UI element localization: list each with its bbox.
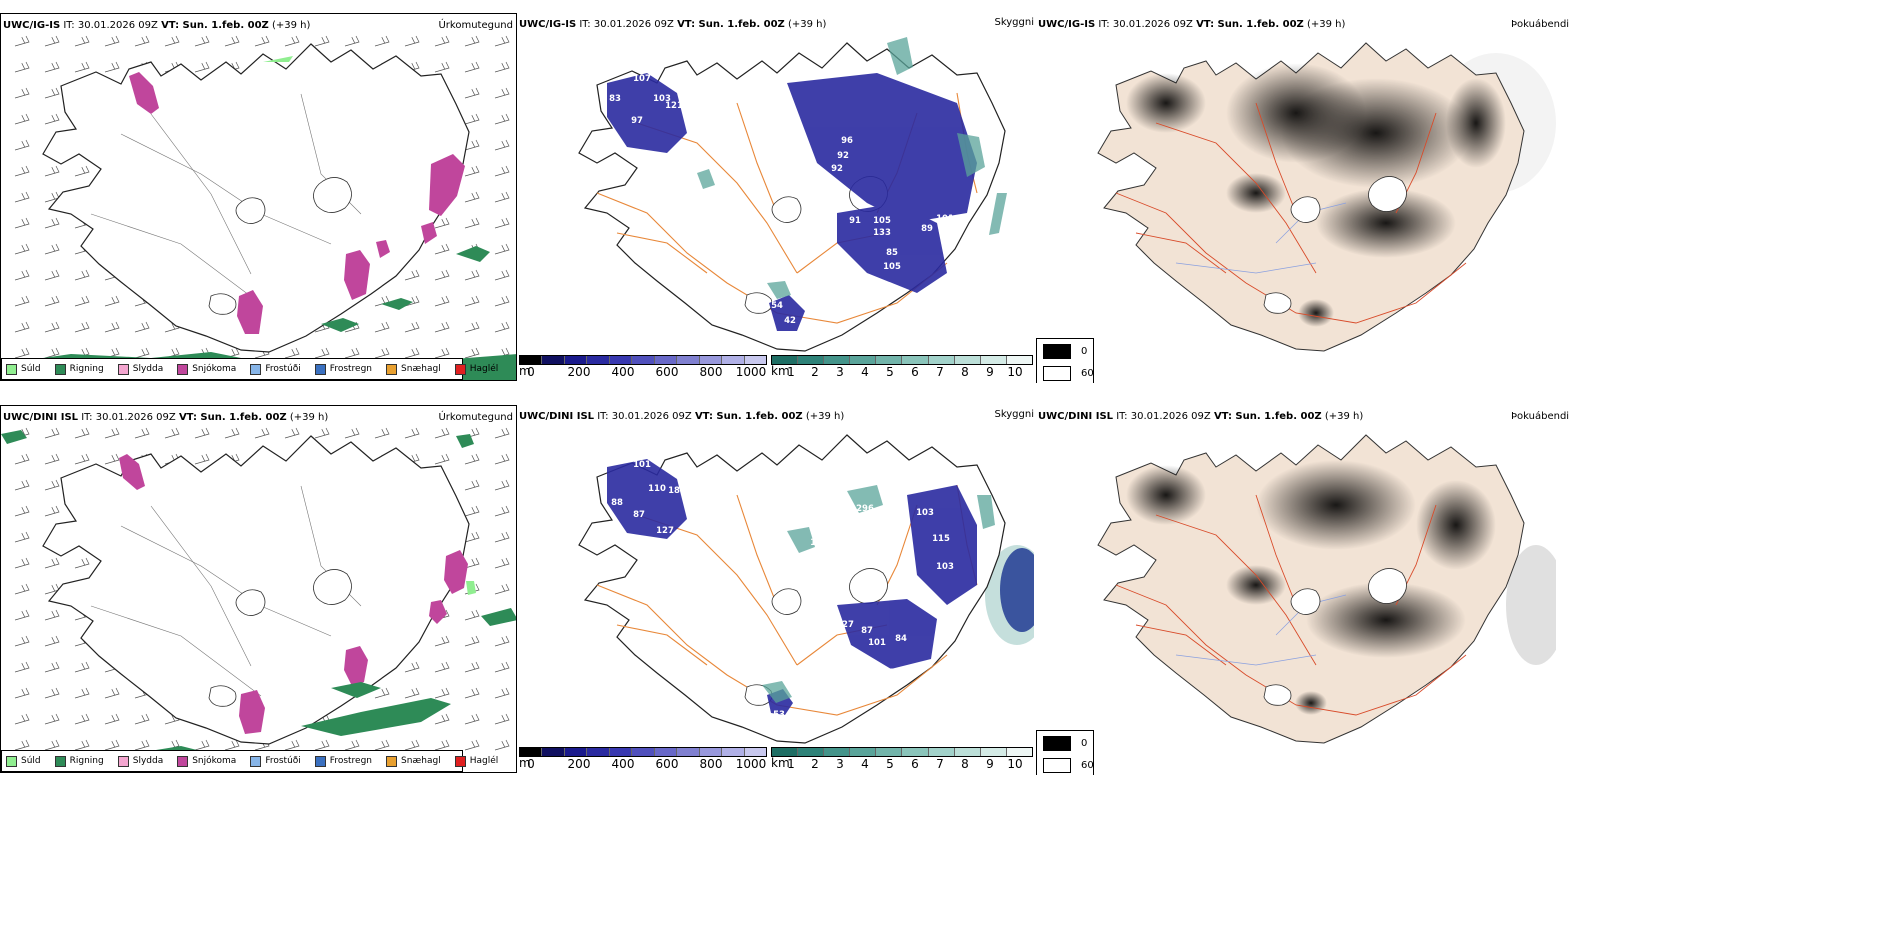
iceland-precip-map	[1, 35, 516, 380]
legend-item-freezing-drizzle: Frostúði	[250, 363, 301, 375]
cloud-base-label: 101	[936, 214, 954, 224]
cloud-base-label: 33	[833, 538, 845, 548]
cloud-base-label: 42	[784, 316, 796, 326]
cloud-base-label: 85	[886, 248, 898, 258]
cloud-base-label: 101	[868, 638, 886, 648]
cloud-base-label: 92	[837, 151, 849, 161]
legend-item-sleet: Slydda	[117, 755, 163, 767]
legend-item-rain: Rigning	[54, 755, 104, 767]
cloud-base-label: 87	[861, 626, 873, 636]
cloud-base-label: 127	[836, 620, 854, 630]
iceland-visibility-map: 107 103 121 97 96 92 92 119 75 91 105 13…	[578, 37, 1007, 352]
cloud-base-label: 105	[873, 216, 891, 226]
cloud-base-label: 127	[656, 526, 674, 536]
cloud-base-label: 296	[856, 504, 874, 514]
cloud-base-label: 53	[773, 710, 785, 720]
cloud-base-label: 103	[936, 562, 954, 572]
cloud-base-label: 94	[659, 540, 671, 550]
cloud-base-label: 75	[817, 195, 829, 205]
precip-type-legend: Súld Rigning Slydda Snjókoma Frostúði Fr…	[1, 750, 498, 772]
cloud-base-label: 137	[810, 538, 828, 548]
legend-item-freezing-drizzle: Frostúði	[250, 755, 301, 767]
legend-item-drizzle: Súld	[6, 363, 41, 375]
precip-type-panel-2: UWC/DINI ISL IT: 30.01.2026 09Z VT: Sun.…	[0, 405, 517, 773]
cloud-base-label: 88	[611, 498, 623, 508]
visibility-colorbar: km 1 2 3 4 5 6 7 8 9 10	[771, 747, 1033, 773]
cloud-base-label: 75	[883, 668, 895, 678]
fog-index-label: Þokuábendi	[1511, 19, 1570, 30]
cloud-base-label: 87	[633, 510, 645, 520]
fog-index-panel-1: UWC/IG-IS IT: 30.01.2026 09Z VT: Sun. 1.…	[1036, 13, 1900, 383]
fog-index-panel-2: UWC/DINI ISL IT: 30.01.2026 09Z VT: Sun.…	[1036, 405, 1900, 775]
visibility-label: Skyggni	[994, 409, 1034, 420]
iceland-fog-map	[1097, 42, 1556, 352]
fog-index-label: Þokuábendi	[1511, 411, 1570, 422]
cloud-base-colorbar: m 0 200 400 600 800 1000	[519, 747, 767, 773]
iceland-fog-map	[1097, 434, 1556, 744]
legend-item-snow: Snjókoma	[177, 755, 236, 767]
cloud-base-label: 92	[831, 164, 843, 174]
precip-type-legend: Súld Rigning Slydda Snjókoma Frostúði Fr…	[1, 358, 498, 380]
visibility-label: Skyggni	[994, 17, 1034, 28]
cloud-base-label: 103	[916, 508, 934, 518]
panel-title: UWC/IG-IS IT: 30.01.2026 09Z VT: Sun. 1.…	[519, 19, 827, 30]
fog-legend: 0 60	[1036, 730, 1094, 775]
panel-title: UWC/DINI ISL IT: 30.01.2026 09Z VT: Sun.…	[1038, 411, 1364, 422]
cloud-base-label: 107	[633, 74, 651, 84]
legend-item-hail: Haglél	[454, 363, 498, 375]
precip-type-label: Úrkomutegund	[438, 20, 513, 31]
legend-item-snow: Snjókoma	[177, 363, 236, 375]
cloud-base-label: 96	[841, 136, 853, 146]
legend-item-freezing-rain: Frostregn	[314, 755, 372, 767]
iceland-visibility-map: 101 110 189 88 87 127 94 296 103 115 137…	[578, 434, 1034, 744]
visibility-panel-2: UWC/DINI ISL IT: 30.01.2026 09Z VT: Sun.…	[517, 405, 1034, 773]
panel-title: UWC/IG-IS IT: 30.01.2026 09Z VT: Sun. 1.…	[1038, 19, 1346, 30]
legend-item-snow-pellets: Snæhagl	[386, 363, 441, 375]
precip-type-panel-1: UWC/IG-IS IT: 30.01.2026 09Z VT: Sun. 1.…	[0, 13, 517, 381]
legend-item-rain: Rigning	[54, 363, 104, 375]
cloud-base-label: 189	[668, 486, 686, 496]
cloud-base-label: 91	[849, 216, 861, 226]
legend-item-freezing-rain: Frostregn	[314, 363, 372, 375]
panel-title: UWC/DINI ISL IT: 30.01.2026 09Z VT: Sun.…	[3, 412, 329, 423]
legend-item-drizzle: Súld	[6, 755, 41, 767]
panel-title: UWC/IG-IS IT: 30.01.2026 09Z VT: Sun. 1.…	[3, 20, 311, 31]
legend-item-hail: Haglél	[454, 755, 498, 767]
cloud-base-label: 119	[806, 181, 824, 191]
cloud-base-label: 54	[771, 301, 783, 311]
cloud-base-label: 97	[631, 116, 643, 126]
cloud-base-label: 105	[883, 262, 901, 272]
visibility-colorbar: km 1 2 3 4 5 6 7 8 9 10	[771, 355, 1033, 381]
cloud-base-labels: 107 103 121 97 96 92 92 119 75 91 105 13…	[609, 74, 954, 326]
cloud-base-label: 110	[648, 484, 666, 494]
cloud-base-label: 101	[633, 460, 651, 470]
iceland-precip-map	[1, 427, 516, 772]
cloud-base-label: 89	[921, 224, 933, 234]
panel-title: UWC/DINI ISL IT: 30.01.2026 09Z VT: Sun.…	[519, 411, 845, 422]
cloud-base-label: 133	[873, 228, 891, 238]
legend-item-sleet: Slydda	[117, 363, 163, 375]
cloud-base-labels: 101 110 189 88 87 127 94 296 103 115 137…	[611, 460, 954, 720]
cloud-base-label: 121	[665, 101, 683, 111]
cloud-base-label: 84	[895, 634, 907, 644]
cloud-base-label: 83	[609, 94, 621, 104]
legend-item-snow-pellets: Snæhagl	[386, 755, 441, 767]
cloud-base-label: 103	[653, 94, 671, 104]
cloud-base-colorbar: m 0 200 400 600 800 1000	[519, 355, 767, 381]
cloud-base-label: 115	[932, 534, 950, 544]
visibility-panel-1: UWC/IG-IS IT: 30.01.2026 09Z VT: Sun. 1.…	[517, 13, 1034, 381]
fog-legend: 0 60	[1036, 338, 1094, 383]
precip-type-label: Úrkomutegund	[438, 412, 513, 423]
